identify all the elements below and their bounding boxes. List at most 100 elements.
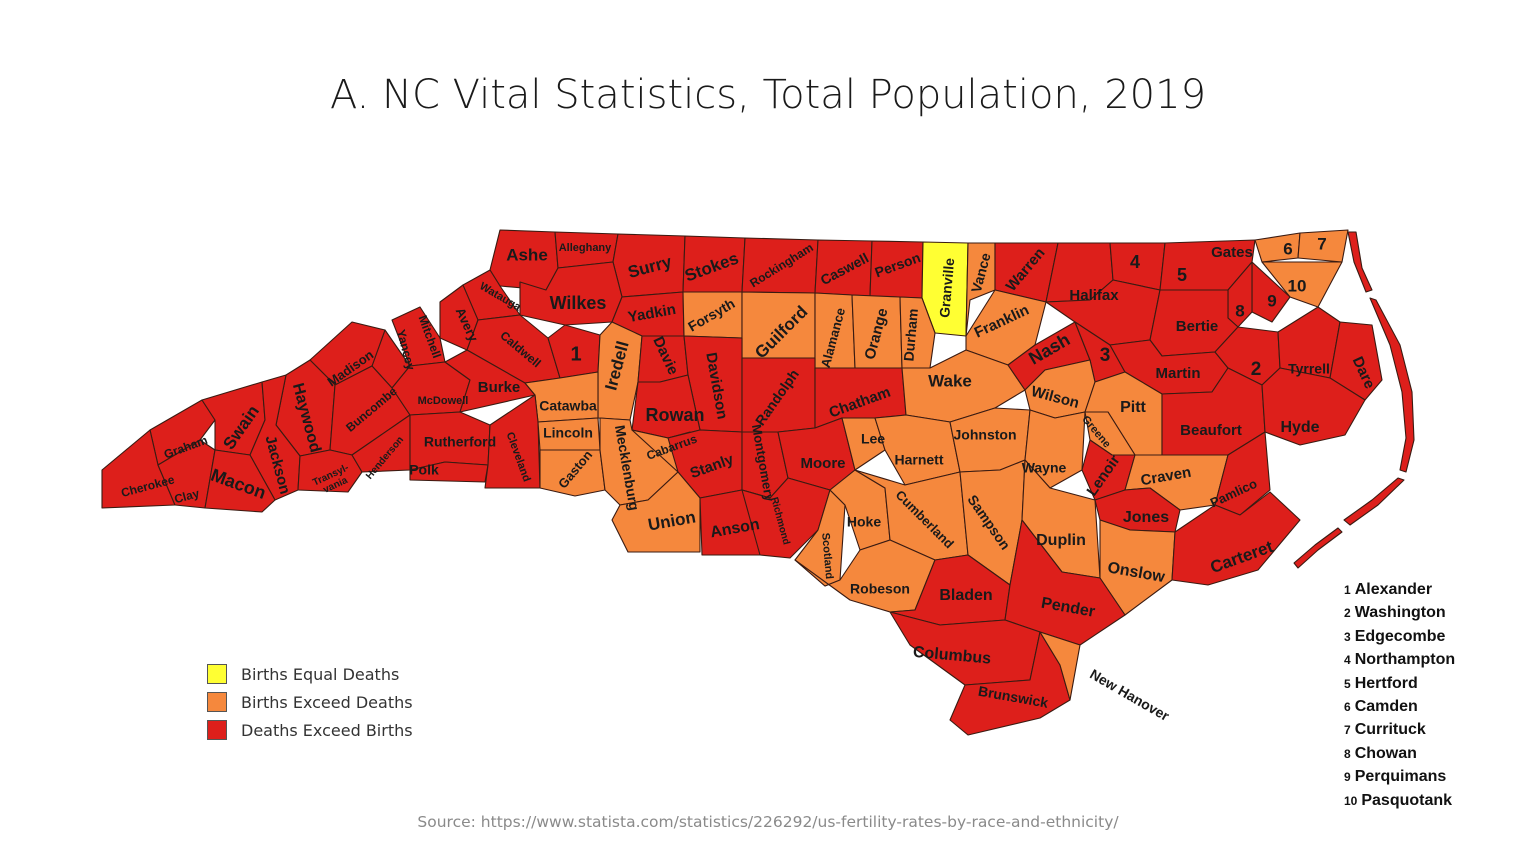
county-label: 5 xyxy=(1177,265,1187,285)
key-county-name: Alexander xyxy=(1354,581,1433,598)
county-label: 8 xyxy=(1235,301,1244,320)
key-item: 6 Camden xyxy=(1344,695,1455,718)
county-shape xyxy=(611,471,701,553)
county-label: Scotland xyxy=(819,532,835,579)
key-number: 1 xyxy=(1344,583,1351,597)
county-label: Lee xyxy=(861,431,885,447)
county-shape xyxy=(391,306,446,367)
source-citation: Source: https://www.statista.com/statist… xyxy=(417,813,1119,831)
county-label: Lincoln xyxy=(543,425,593,441)
county-shape xyxy=(1171,491,1301,586)
county-label: Clay xyxy=(173,486,201,506)
key-county-name: Washington xyxy=(1354,604,1446,622)
key-number: 10 xyxy=(1344,793,1358,808)
key-item: 7 Currituck xyxy=(1344,718,1455,741)
key-number: 6 xyxy=(1344,699,1351,714)
numbered-county-key: 1 Alexander 2 Washington 3 Edgecombe 4 North… xyxy=(1344,578,1455,812)
county-label: 1 xyxy=(570,343,581,365)
county-shape xyxy=(1261,367,1366,446)
legend-swatch-births-exceed xyxy=(207,692,227,712)
county-shape xyxy=(1254,232,1301,263)
key-county-name: Currituck xyxy=(1354,721,1426,739)
county-shape xyxy=(1039,631,1081,701)
county-label: Wayne xyxy=(1022,460,1067,476)
key-county-name: Edgecombe xyxy=(1354,627,1446,645)
county-label: Wake xyxy=(928,371,972,390)
county-label: Bladen xyxy=(939,587,992,604)
key-county-name: Camden xyxy=(1354,697,1418,715)
county-label: Harnett xyxy=(894,452,943,468)
key-county-name: Chowan xyxy=(1354,744,1417,762)
outer-banks-island xyxy=(1369,297,1415,473)
county-label: 9 xyxy=(1267,291,1276,310)
county-label: Tyrrell xyxy=(1288,361,1330,377)
key-number: 2 xyxy=(1344,606,1351,621)
legend-item-births-exceed: Births Exceed Deaths xyxy=(207,688,413,716)
county-label: Gates xyxy=(1211,244,1253,261)
legend: Births Equal Deaths Births Exceed Deaths… xyxy=(207,660,413,744)
county-label: Duplin xyxy=(1036,532,1086,549)
legend-swatch-deaths-exceed xyxy=(207,720,227,740)
map-title: A. NC Vital Statistics, Total Population… xyxy=(329,72,1207,118)
county-label: Halifax xyxy=(1069,287,1119,304)
county-shapes xyxy=(101,229,1415,736)
county-label: Pitt xyxy=(1120,399,1146,416)
county-label: Wilkes xyxy=(550,293,607,313)
county-label: New Hanover xyxy=(1087,666,1172,724)
key-county-name: Pasquotank xyxy=(1361,791,1453,809)
county-label: Beaufort xyxy=(1180,422,1242,439)
county-label: Columbus xyxy=(912,644,992,668)
county-label: McDowell xyxy=(418,395,469,407)
key-item: 4 Northampton xyxy=(1344,648,1455,671)
county-shape xyxy=(794,539,936,613)
key-number: 3 xyxy=(1344,629,1351,644)
county-label: Johnston xyxy=(954,427,1017,443)
county-label: Hoke xyxy=(847,514,881,530)
key-number: 8 xyxy=(1344,746,1351,761)
county-label: Moore xyxy=(801,455,846,472)
county-label: Durham xyxy=(900,308,921,362)
county-label: Catawba xyxy=(539,398,597,414)
county-label: Polk xyxy=(409,462,439,478)
county-label: Granville xyxy=(936,257,957,318)
key-number: 5 xyxy=(1344,676,1351,691)
county-label: 7 xyxy=(1317,234,1326,253)
key-number: 9 xyxy=(1344,770,1351,785)
county-label: Martin xyxy=(1156,365,1201,382)
legend-label-equal: Births Equal Deaths xyxy=(241,664,400,684)
county-label: Robeson xyxy=(850,581,910,597)
county-label: 10 xyxy=(1288,276,1307,295)
county-label: Rowan xyxy=(645,405,704,425)
key-item: 5 Hertford xyxy=(1344,672,1455,695)
county-label: 4 xyxy=(1130,252,1140,272)
outer-banks-island xyxy=(1347,231,1373,293)
key-county-name: Northampton xyxy=(1354,651,1456,669)
legend-label-deaths-exceed: Deaths Exceed Births xyxy=(241,720,413,740)
key-item: 10 Pasquotank xyxy=(1344,789,1455,812)
county-shape xyxy=(1214,431,1271,516)
county-shape xyxy=(921,241,969,337)
key-number: 7 xyxy=(1344,723,1351,738)
county-label: 6 xyxy=(1283,239,1292,258)
county-shape xyxy=(899,296,936,369)
county-label: 3 xyxy=(1100,345,1111,366)
county-label: Bertie xyxy=(1176,318,1219,335)
key-county-name: Hertford xyxy=(1354,674,1418,692)
county-shape xyxy=(1329,321,1383,401)
key-item: 1 Alexander xyxy=(1344,578,1455,601)
key-item: 2 Washington xyxy=(1344,601,1455,624)
county-label: 2 xyxy=(1251,359,1262,380)
legend-label-births-exceed: Births Exceed Deaths xyxy=(241,692,413,712)
outer-banks-island xyxy=(1343,477,1405,526)
legend-swatch-equal xyxy=(207,664,227,684)
key-number: 4 xyxy=(1344,653,1351,668)
county-label: Hyde xyxy=(1280,419,1319,436)
county-label: Burke xyxy=(478,379,521,396)
county-shape xyxy=(539,449,606,497)
county-label: Alleghany xyxy=(559,242,612,254)
county-label: Ashe xyxy=(506,245,548,264)
county-shape xyxy=(204,449,276,513)
county-shape xyxy=(965,242,996,337)
